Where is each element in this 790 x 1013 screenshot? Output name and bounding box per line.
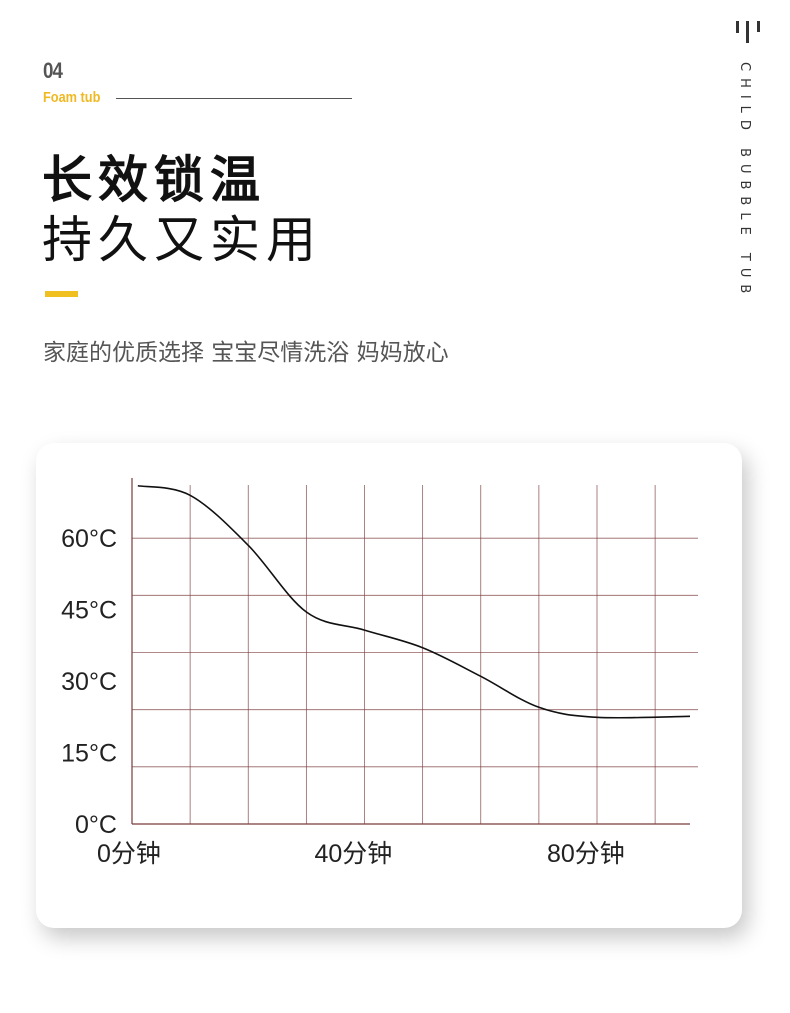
y-tick-label: 60°C: [61, 525, 117, 553]
accent-bar: [45, 291, 78, 297]
x-tick-label: 0分钟: [97, 840, 161, 868]
logo-mark-icon: [736, 21, 760, 43]
y-tick-label: 45°C: [61, 597, 117, 625]
y-tick-label: 15°C: [61, 740, 117, 768]
x-tick-label: 80分钟: [547, 840, 625, 868]
temperature-curve: [137, 484, 691, 719]
y-tick-label: 0°C: [75, 811, 117, 839]
title-line2: 持久又实用: [42, 211, 322, 269]
y-tick-label: 30°C: [61, 668, 117, 696]
section-number: 04: [43, 58, 63, 83]
description: 家庭的优质选择 宝宝尽情洗浴 妈妈放心: [43, 340, 449, 366]
title-line1: 长效锁温: [42, 151, 266, 209]
side-text: CHILD BUBBLE TUB: [737, 62, 752, 301]
section-subtitle: Foam tub: [43, 89, 101, 106]
x-tick-label: 40分钟: [315, 840, 393, 868]
chart-card: [36, 443, 742, 928]
divider: [116, 98, 352, 99]
